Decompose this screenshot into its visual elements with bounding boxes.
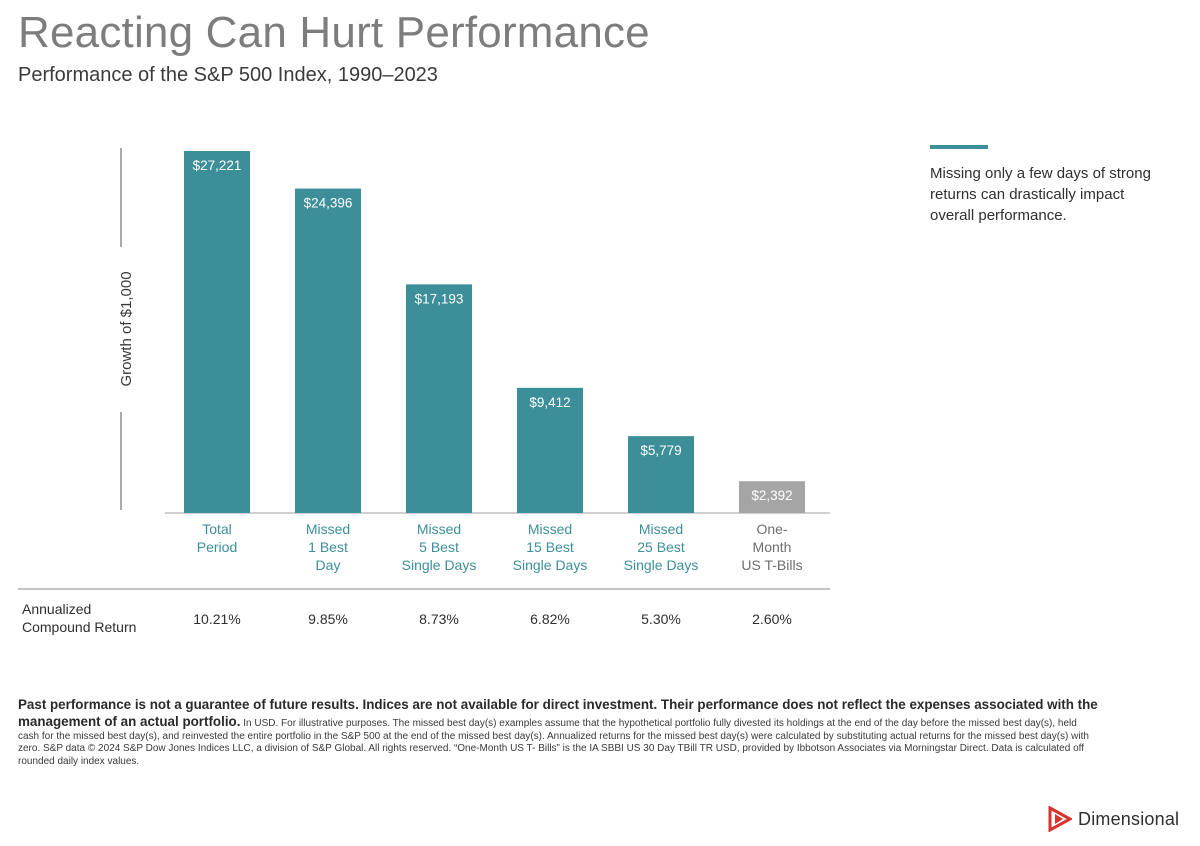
category-label-0: Total Period xyxy=(197,521,237,555)
bar-5 xyxy=(739,481,805,513)
dimensional-logo: Dimensional xyxy=(1048,806,1179,832)
bar-3 xyxy=(517,387,583,513)
bar-value-label-2: $17,193 xyxy=(415,291,464,306)
bar-1 xyxy=(295,188,361,513)
category-label-5: One-Month US T-Bills xyxy=(741,521,802,573)
dimensional-logo-icon xyxy=(1048,806,1072,832)
bar-4 xyxy=(628,436,694,513)
category-label-3: Missed 15 Best Single Days xyxy=(513,521,588,573)
chart-subtitle: Performance of the S&P 500 Index, 1990–2… xyxy=(18,64,438,86)
disclaimer-text: In USD. For illustrative purposes. The m… xyxy=(18,718,1089,767)
annualized-return-3: 6.82% xyxy=(530,611,570,627)
bar-value-label-3: $9,412 xyxy=(529,395,570,410)
logo-wordmark: Dimensional xyxy=(1078,808,1180,829)
annualized-return-4: 5.30% xyxy=(641,611,681,627)
category-label-1: Missed 1 Best Day xyxy=(306,521,350,573)
disclaimer-bold: Past performance is not a guarantee of f… xyxy=(18,697,1098,730)
annualized-return-1: 9.85% xyxy=(308,611,348,627)
category-label-2: Missed 5 Best Single Days xyxy=(402,521,477,573)
bar-value-label-5: $2,392 xyxy=(751,488,792,503)
bar-value-label-4: $5,779 xyxy=(640,443,681,458)
annualized-return-row-label: Annualized Compound Return xyxy=(22,601,136,635)
category-label-4: Missed 25 Best Single Days xyxy=(624,521,699,573)
annualized-return-2: 8.73% xyxy=(419,611,459,627)
bar-value-label-1: $24,396 xyxy=(304,196,353,211)
annotation-text: Missing only a few days of strong return… xyxy=(930,165,1151,224)
y-axis-label: Growth of $1,000 xyxy=(118,271,135,386)
bar-value-label-0: $27,221 xyxy=(193,158,242,173)
bar-chart: Growth of $1,000 $27,221 $24,396 $17,193 $9… xyxy=(18,148,830,635)
annualized-return-0: 10.21% xyxy=(193,611,240,627)
chart-title: Reacting Can Hurt Performance xyxy=(18,8,650,57)
bar-0 xyxy=(184,151,250,513)
disclaimer-footnote: Past performance is not a guarantee of f… xyxy=(18,696,1098,768)
annotation-accent-rule xyxy=(930,145,988,149)
bar-2 xyxy=(406,284,472,513)
annualized-return-5: 2.60% xyxy=(752,611,792,627)
